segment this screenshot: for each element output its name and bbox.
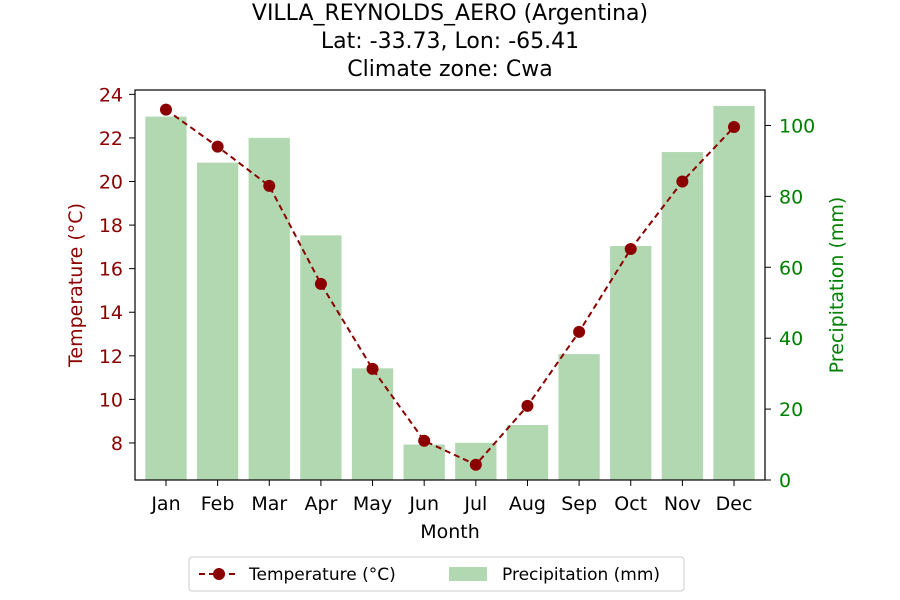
- x-tick-label-nov: Nov: [664, 493, 701, 515]
- y-right-tick-label: 40: [779, 328, 803, 350]
- temperature-point-jun: [418, 434, 431, 447]
- y-left-tick-label: 14: [99, 302, 123, 324]
- x-tick-label-mar: Mar: [251, 493, 287, 515]
- y-left-tick-label: 22: [99, 128, 123, 150]
- precip-bar-oct: [610, 246, 652, 480]
- chart-title-line-3: Climate zone: Cwa: [347, 57, 553, 82]
- x-tick-label-jul: Jul: [463, 493, 487, 515]
- temperature-point-apr: [314, 277, 327, 290]
- x-tick-label-sep: Sep: [561, 493, 597, 515]
- y-right-tick-label: 80: [779, 186, 803, 208]
- x-tick-label-dec: Dec: [716, 493, 753, 515]
- y-left-axis-label: Temperature (°C): [65, 203, 87, 368]
- temperature-point-jul: [469, 458, 482, 471]
- x-tick-label-oct: Oct: [614, 493, 647, 515]
- precip-bar-mar: [248, 137, 290, 480]
- temperature-point-may: [366, 362, 379, 375]
- y-left-tick-label: 20: [99, 172, 123, 194]
- y-right-tick-label: 0: [779, 470, 791, 492]
- temperature-point-mar: [263, 179, 276, 192]
- legend-precipitation-swatch: [449, 567, 487, 581]
- x-tick-label-aug: Aug: [509, 493, 546, 515]
- precip-bar-nov: [661, 152, 704, 480]
- precip-bar-jun: [403, 444, 445, 480]
- temperature-point-jan: [159, 103, 172, 116]
- chart-title-line-1: VILLA_REYNOLDS_AERO (Argentina): [251, 1, 649, 26]
- x-tick-label-feb: Feb: [201, 493, 235, 515]
- x-tick-label-jun: Jun: [408, 493, 439, 515]
- temperature-point-oct: [624, 243, 637, 256]
- precip-bar-apr: [300, 235, 342, 480]
- x-tick-label-jan: Jan: [150, 493, 180, 515]
- precip-bar-may: [351, 368, 394, 480]
- plot-frame: [134, 89, 766, 481]
- y-right-axis-label: Precipitation (mm): [826, 197, 848, 374]
- temperature-point-sep: [573, 325, 586, 338]
- precip-bar-aug: [506, 425, 549, 480]
- y-right-tick-label: 20: [779, 399, 803, 421]
- temperature-point-aug: [521, 399, 534, 412]
- x-axis-label: Month: [420, 521, 480, 543]
- temperature-line: [165, 108, 735, 466]
- legend-temperature-marker: [213, 568, 225, 580]
- y-left-tick-label: 16: [99, 259, 123, 281]
- precip-bar-feb: [196, 162, 239, 480]
- legend-temperature-label: Temperature (°C): [248, 565, 396, 585]
- x-tick-label-apr: Apr: [304, 493, 337, 515]
- y-right-tick-label: 60: [779, 257, 803, 279]
- y-left-tick-label: 24: [99, 84, 123, 106]
- legend-box: [188, 556, 685, 592]
- precip-bar-dec: [713, 105, 755, 481]
- precip-bar-sep: [558, 354, 600, 480]
- y-right-tick-label: 100: [779, 115, 815, 137]
- temperature-point-feb: [211, 140, 224, 153]
- chart-title-line-2: Lat: -33.73, Lon: -65.41: [320, 29, 580, 54]
- temperature-point-nov: [676, 175, 689, 188]
- x-tick-label-may: May: [353, 493, 392, 515]
- y-left-tick-label: 8: [111, 433, 123, 455]
- precip-bar-jan: [145, 116, 187, 480]
- legend-precipitation-label: Precipitation (mm): [502, 565, 660, 585]
- y-left-tick-label: 18: [99, 215, 123, 237]
- y-left-tick-label: 12: [99, 346, 123, 368]
- y-left-tick-label: 10: [99, 389, 123, 411]
- temperature-point-dec: [728, 121, 741, 134]
